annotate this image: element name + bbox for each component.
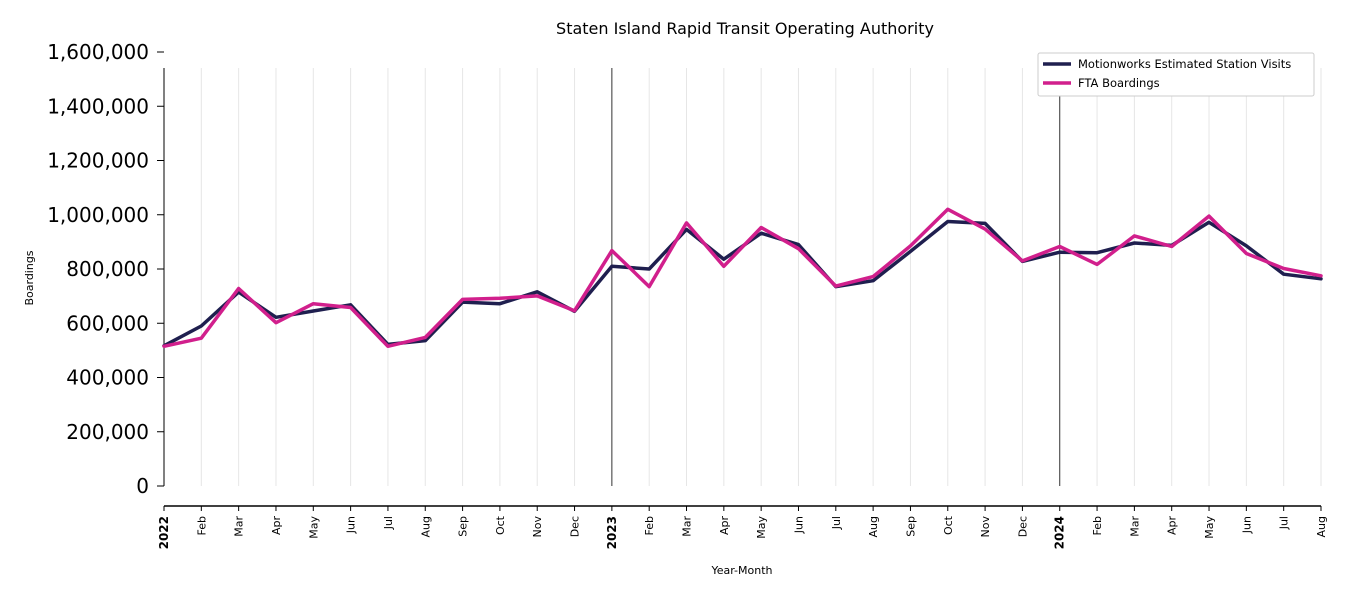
x-tick-label: Jun: [792, 516, 805, 534]
x-tick-label: Nov: [979, 516, 992, 538]
x-tick-label: Feb: [643, 516, 656, 535]
x-tick-label: Dec: [569, 516, 582, 537]
x-tick-label: Oct: [494, 515, 507, 535]
x-tick-label: Aug: [1315, 516, 1328, 537]
x-tick-label: Jul: [382, 516, 395, 530]
x-tick-label: 2024: [1053, 516, 1067, 549]
x-tick-label: Oct: [942, 515, 955, 535]
x-tick-label: Mar: [681, 516, 694, 537]
y-tick-label: 1,600,000: [47, 40, 149, 64]
x-tick-label: Jun: [1240, 516, 1253, 534]
y-tick-label: 800,000: [66, 257, 149, 281]
x-tick-label: Apr: [1166, 516, 1179, 536]
gridlines: [200, 68, 1322, 486]
x-tick-label: Feb: [195, 516, 208, 535]
x-tick-label: Mar: [1128, 516, 1141, 537]
y-tick-label: 1,000,000: [47, 203, 149, 227]
x-tick-label: Jul: [830, 516, 843, 530]
x-tick-label: Jul: [1278, 516, 1291, 530]
x-tick-label: Jun: [345, 516, 358, 534]
x-tick-label: Aug: [867, 516, 880, 537]
x-tick-label: Apr: [718, 516, 731, 536]
x-axis-label: Year-Month: [710, 564, 772, 577]
x-tick-label: Sep: [904, 516, 917, 537]
x-tick-label: May: [755, 516, 768, 539]
legend-label-fta: FTA Boardings: [1078, 76, 1160, 90]
year-divider-lines: [611, 68, 1061, 486]
y-axis-label: Boardings: [23, 250, 36, 305]
x-tick-label: Mar: [233, 516, 246, 537]
x-axis-ticks: 2022 Feb Mar Apr May Jun Jul Aug Sep Oct Nov Dec 202…: [157, 506, 1328, 549]
legend-box: [1037, 52, 1315, 97]
y-tick-label: 1,200,000: [47, 149, 149, 173]
x-tick-label: Aug: [419, 516, 432, 537]
x-tick-label: Sep: [457, 516, 470, 537]
x-tick-label: Feb: [1091, 516, 1104, 535]
y-tick-label: 200,000: [66, 420, 149, 444]
y-tick-label: 0: [136, 474, 149, 498]
legend-label-motionworks: Motionworks Estimated Station Visits: [1078, 57, 1291, 71]
legend: Motionworks Estimated Station Visits FTA…: [1037, 52, 1315, 97]
x-tick-label: 2023: [605, 516, 619, 549]
x-tick-label: Nov: [531, 516, 544, 538]
series-line-fta: [162, 207, 1323, 349]
y-axis-ticks: 0 200,000 400,000 600,000 800,000 1,000,000 1,…: [47, 40, 164, 498]
x-tick-label: Apr: [270, 516, 283, 536]
y-tick-label: 600,000: [66, 311, 149, 335]
y-tick-label: 1,400,000: [47, 94, 149, 118]
x-tick-label: May: [307, 516, 320, 539]
chart-title: Staten Island Rapid Transit Operating Au…: [556, 19, 934, 38]
x-tick-label: Dec: [1016, 516, 1029, 537]
series-lines: [162, 207, 1323, 349]
x-tick-label: 2022: [157, 516, 171, 549]
x-tick-label: May: [1203, 516, 1216, 539]
y-tick-label: 400,000: [66, 366, 149, 390]
